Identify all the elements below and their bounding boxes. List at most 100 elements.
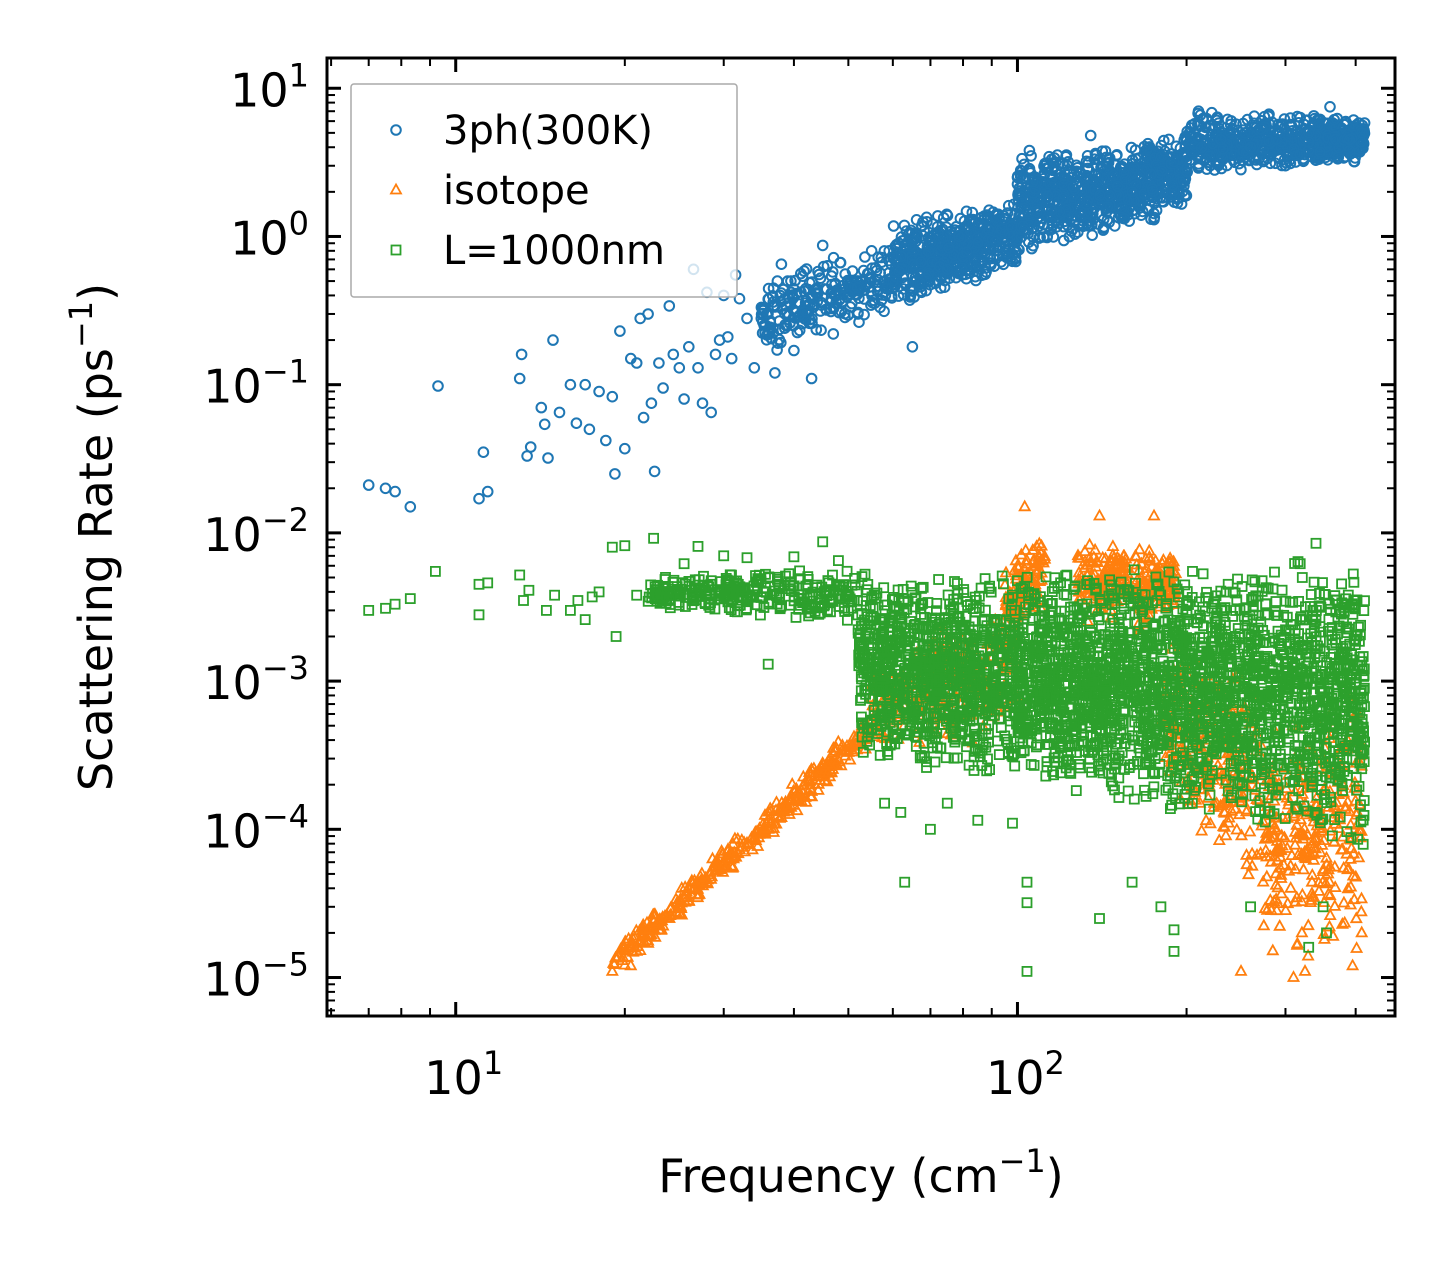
data-point — [924, 230, 937, 243]
data-point — [922, 245, 935, 258]
data-point — [1092, 508, 1107, 521]
data-point — [796, 270, 809, 283]
data-point — [906, 341, 919, 353]
data-point — [870, 264, 883, 277]
data-point — [964, 216, 976, 229]
data-point — [1168, 184, 1180, 197]
data-point — [980, 604, 991, 616]
data-point — [1183, 127, 1196, 139]
data-point — [675, 881, 689, 893]
data-point — [810, 282, 823, 295]
data-point — [404, 501, 417, 513]
data-point — [1180, 154, 1193, 167]
data-point — [473, 492, 485, 505]
data-point — [841, 745, 855, 757]
data-point — [1030, 176, 1043, 189]
data-point — [678, 393, 690, 405]
data-point — [1094, 189, 1106, 202]
data-point — [779, 797, 793, 810]
data-point — [1313, 153, 1325, 165]
data-point — [564, 378, 577, 391]
data-point — [627, 928, 641, 941]
data-point — [674, 590, 686, 602]
data-point — [1286, 970, 1301, 982]
data-point — [767, 825, 781, 837]
data-point — [932, 210, 944, 222]
data-point — [1272, 125, 1284, 138]
data-point — [716, 846, 730, 859]
data-point — [762, 293, 775, 305]
data-point — [774, 810, 788, 822]
data-point — [1273, 860, 1287, 873]
data-point — [1149, 152, 1161, 164]
data-point — [985, 586, 997, 598]
data-point — [1235, 163, 1247, 176]
data-point — [769, 816, 783, 829]
data-point — [1349, 911, 1363, 924]
data-point — [878, 305, 890, 318]
data-point — [680, 601, 691, 612]
data-point — [887, 220, 900, 232]
data-point — [800, 294, 812, 307]
data-point — [1274, 843, 1288, 856]
data-point — [803, 610, 814, 622]
data-point — [389, 485, 401, 498]
data-point — [1111, 180, 1124, 193]
data-point — [1219, 828, 1233, 841]
data-point — [1288, 862, 1302, 874]
data-point — [1299, 851, 1313, 864]
data-point — [619, 943, 633, 955]
data-point — [1047, 231, 1060, 243]
data-point — [615, 953, 629, 965]
data-point — [1317, 833, 1331, 845]
data-point — [858, 308, 870, 321]
data-point — [1181, 162, 1193, 175]
data-point — [749, 584, 760, 595]
data-point — [1319, 850, 1334, 863]
data-point — [720, 859, 734, 872]
data-point — [705, 406, 718, 419]
data-point — [1195, 141, 1208, 154]
data-point — [693, 869, 707, 881]
data-point — [802, 771, 816, 784]
data-point — [1250, 848, 1264, 860]
data-point — [1274, 871, 1288, 883]
data-point — [972, 218, 984, 231]
data-point — [1235, 138, 1247, 150]
data-point — [813, 773, 827, 785]
data-point — [755, 312, 768, 325]
data-point — [1275, 828, 1289, 841]
data-point — [1101, 214, 1114, 226]
data-point — [1040, 200, 1052, 213]
data-point — [683, 341, 695, 353]
data-point — [709, 348, 722, 361]
data-point — [790, 612, 802, 623]
data-point — [614, 325, 626, 337]
data-point — [933, 574, 944, 585]
data-point — [673, 891, 687, 904]
data-point — [1323, 823, 1337, 836]
data-point — [1168, 155, 1180, 168]
data-point — [1241, 802, 1255, 815]
data-point — [1257, 155, 1270, 168]
data-point — [849, 288, 862, 300]
data-point — [1077, 560, 1092, 573]
data-point — [362, 479, 375, 491]
data-point — [815, 594, 827, 605]
data-point — [606, 390, 619, 403]
data-point — [379, 482, 392, 495]
data-point — [1026, 242, 1038, 255]
data-point — [1316, 864, 1330, 876]
data-point — [830, 296, 843, 309]
data-point — [1294, 148, 1306, 161]
data-point — [1314, 146, 1326, 158]
data-point — [614, 941, 628, 954]
data-point — [825, 295, 838, 308]
data-point — [1265, 149, 1277, 161]
data-point — [1295, 781, 1309, 793]
data-point — [1314, 120, 1326, 133]
data-point — [794, 565, 805, 577]
data-point — [920, 211, 933, 224]
data-point — [893, 265, 906, 278]
